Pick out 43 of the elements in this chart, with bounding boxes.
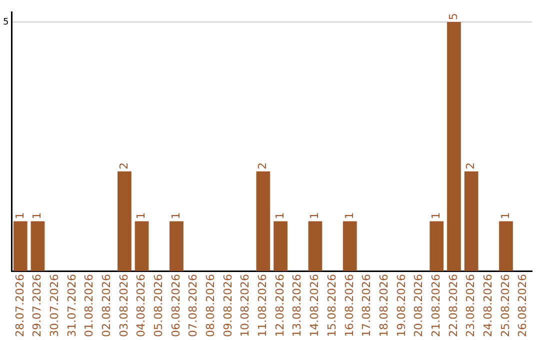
x-tick-label: 30.07.2026	[48, 274, 61, 338]
data-label: 1	[169, 212, 182, 220]
x-tick-label: 07.08.2026	[186, 274, 200, 338]
x-tick-label: 19.08.2026	[394, 274, 408, 338]
x-tick-label: 17.08.2026	[360, 274, 374, 338]
x-tick-label: 25.08.2026	[498, 274, 512, 338]
x-tick-label: 08.08.2026	[204, 274, 218, 338]
x-tick-label: 14.08.2026	[308, 274, 322, 338]
data-label: 1	[429, 212, 442, 220]
x-tick-label: 09.08.2026	[221, 274, 234, 338]
data-label: 1	[134, 212, 148, 220]
x-tick-label: 13.08.2026	[290, 274, 304, 338]
x-tick-label: 11.08.2026	[256, 274, 270, 338]
x-tick-label: 06.08.2026	[169, 274, 182, 338]
data-label: 1	[308, 212, 322, 220]
x-tick-label: 01.08.2026	[82, 274, 96, 338]
x-tick-label: 22.08.2026	[446, 274, 460, 338]
x-tick-label: 23.08.2026	[464, 274, 478, 338]
x-tick-label: 28.07.2026	[13, 274, 26, 338]
x-tick-label: 26.08.2026	[516, 274, 530, 338]
data-label: 1	[498, 212, 512, 220]
x-tick-label: 10.08.2026	[238, 274, 252, 338]
x-tick-label: 02.08.2026	[100, 274, 113, 338]
x-tick-label: 03.08.2026	[117, 274, 130, 338]
x-tick-label: 31.07.2026	[65, 274, 78, 338]
x-tick-label: 18.08.2026	[377, 274, 390, 338]
data-label: 1	[342, 212, 356, 220]
x-tick-label: 24.08.2026	[482, 274, 495, 338]
x-tick-label: 29.07.2026	[30, 274, 44, 338]
data-label: 5	[446, 12, 460, 20]
x-tick-label: 15.08.2026	[325, 274, 338, 338]
x-tick-label: 21.08.2026	[429, 274, 442, 338]
data-label: 2	[117, 162, 130, 170]
data-label: 1	[13, 212, 26, 220]
x-tick-label: 04.08.2026	[134, 274, 148, 338]
data-label: 1	[273, 212, 286, 220]
x-tick-label: 12.08.2026	[273, 274, 286, 338]
data-label: 2	[464, 162, 478, 170]
data-label: 2	[256, 162, 270, 170]
x-tick-label: 20.08.2026	[412, 274, 426, 338]
x-tick-label: 05.08.2026	[152, 274, 165, 338]
data-label: 1	[30, 212, 44, 220]
x-tick-label: 16.08.2026	[342, 274, 356, 338]
